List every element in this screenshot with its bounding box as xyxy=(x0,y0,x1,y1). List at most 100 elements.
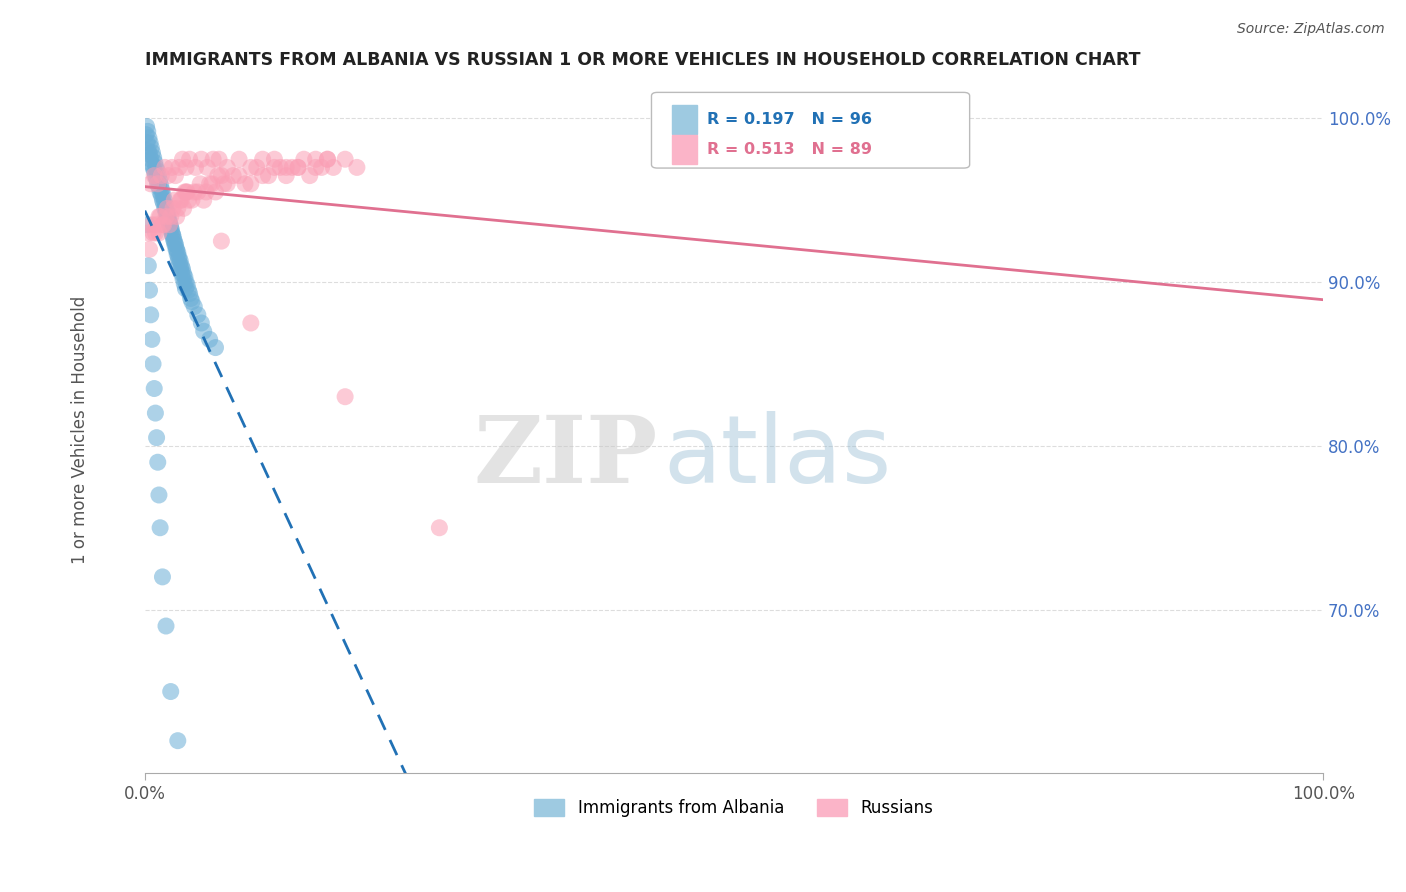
Point xyxy=(207,169,229,183)
Point xyxy=(157,212,180,227)
Point xyxy=(169,193,191,207)
Point xyxy=(305,152,328,166)
Point xyxy=(157,169,180,183)
Point xyxy=(217,161,239,175)
Point xyxy=(155,198,177,212)
Point xyxy=(183,300,205,314)
Point xyxy=(145,431,167,445)
Point xyxy=(139,136,162,150)
Point xyxy=(181,193,204,207)
Point xyxy=(204,185,226,199)
Point xyxy=(167,252,190,267)
Point xyxy=(143,382,166,396)
Text: ZIP: ZIP xyxy=(474,412,658,502)
Point xyxy=(190,316,212,330)
Point xyxy=(143,163,166,178)
Point xyxy=(195,185,218,199)
Point xyxy=(150,183,173,197)
Point xyxy=(180,292,202,306)
Legend: Immigrants from Albania, Russians: Immigrants from Albania, Russians xyxy=(527,792,941,823)
Point xyxy=(187,308,209,322)
Point xyxy=(163,234,186,248)
Point xyxy=(153,193,176,207)
Point xyxy=(136,124,159,138)
Point xyxy=(346,161,368,175)
Point xyxy=(228,152,250,166)
Point xyxy=(170,267,193,281)
Point xyxy=(252,152,274,166)
Point xyxy=(146,177,169,191)
Text: atlas: atlas xyxy=(664,411,891,503)
Point xyxy=(187,185,209,199)
Point xyxy=(174,282,197,296)
Point xyxy=(135,120,157,134)
Text: R = 0.197   N = 96: R = 0.197 N = 96 xyxy=(707,112,872,128)
Point xyxy=(172,272,194,286)
Point xyxy=(176,185,198,199)
Point xyxy=(198,332,221,346)
Point xyxy=(143,155,166,169)
Point xyxy=(139,152,162,166)
Point xyxy=(173,185,195,199)
Point xyxy=(160,226,183,240)
Point xyxy=(228,169,250,183)
Point xyxy=(292,152,315,166)
Bar xyxy=(672,105,697,135)
Point xyxy=(145,169,167,183)
Point xyxy=(141,145,163,160)
Point xyxy=(141,141,163,155)
Point xyxy=(239,177,262,191)
Point xyxy=(298,169,321,183)
Point xyxy=(429,521,451,535)
Point xyxy=(166,733,188,747)
Point xyxy=(146,177,169,191)
Point xyxy=(201,177,224,191)
Point xyxy=(193,324,215,338)
Point xyxy=(333,390,356,404)
Y-axis label: 1 or more Vehicles in Household: 1 or more Vehicles in Household xyxy=(72,295,89,564)
Point xyxy=(146,455,169,469)
Point xyxy=(184,161,207,175)
Point xyxy=(333,152,356,166)
Point xyxy=(190,152,212,166)
Point xyxy=(209,234,232,248)
Point xyxy=(155,202,177,217)
Point xyxy=(263,161,285,175)
Point xyxy=(166,247,188,261)
Point xyxy=(163,237,186,252)
Point xyxy=(155,210,177,224)
Point xyxy=(142,226,165,240)
Point xyxy=(233,177,256,191)
Point xyxy=(166,202,188,216)
Point xyxy=(173,270,195,285)
Point xyxy=(165,237,187,252)
Point xyxy=(166,245,188,260)
Point xyxy=(183,185,205,199)
Point xyxy=(208,152,231,166)
Point xyxy=(160,161,183,175)
Point xyxy=(156,202,179,216)
Point xyxy=(155,204,177,219)
Point xyxy=(222,169,245,183)
Point xyxy=(145,161,167,175)
Point xyxy=(287,161,309,175)
Point xyxy=(136,144,159,158)
Point xyxy=(149,210,172,224)
Point xyxy=(136,218,159,232)
Point xyxy=(148,173,170,187)
Point xyxy=(170,262,193,277)
Point xyxy=(148,169,170,183)
Point xyxy=(179,286,201,301)
Point xyxy=(174,275,197,289)
Point xyxy=(142,151,165,165)
Point xyxy=(159,218,181,232)
Point xyxy=(252,169,274,183)
Point xyxy=(152,570,174,584)
Point xyxy=(152,218,174,232)
Point xyxy=(138,242,160,256)
Point xyxy=(152,188,174,202)
Point xyxy=(173,267,195,281)
Point xyxy=(163,232,186,246)
Point xyxy=(169,257,191,271)
Point xyxy=(138,283,160,297)
